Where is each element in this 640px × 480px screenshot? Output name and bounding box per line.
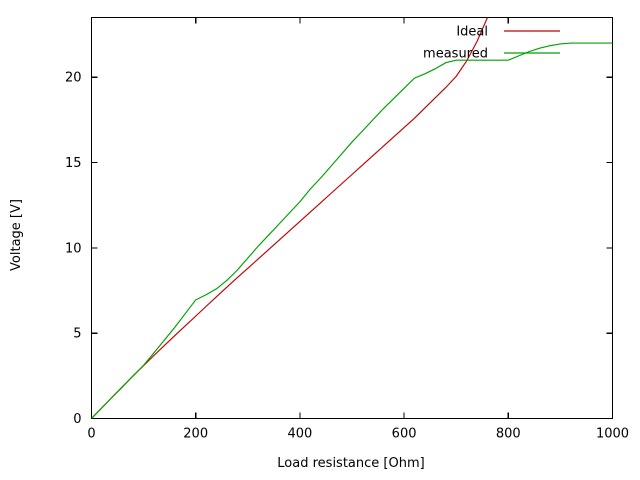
y-tick-label: 10 [65,241,82,256]
x-tick-label: 0 [87,427,95,442]
x-tick-label: 200 [183,427,208,442]
x-tick-label: 400 [287,427,312,442]
legend-label-measured: measured [423,47,488,62]
y-tick-label: 5 [73,327,81,342]
y-axis-ticks: 0 5 10 15 20 [65,71,613,427]
y-tick-label: 0 [73,412,81,427]
y-tick-label: 20 [65,71,82,86]
y-tick-label: 15 [65,156,82,171]
series-line-ideal [91,17,488,419]
chart-legend: Ideal measured [423,25,560,62]
x-tick-label: 1000 [596,427,629,442]
legend-label-ideal: Ideal [456,25,488,40]
x-axis-ticks: 0 200 400 600 800 1000 [87,17,629,442]
x-axis-title: Load resistance [Ohm] [277,456,424,471]
x-tick-label: 800 [496,427,521,442]
y-axis-title: Voltage [V] [9,199,24,271]
x-tick-label: 600 [392,427,417,442]
